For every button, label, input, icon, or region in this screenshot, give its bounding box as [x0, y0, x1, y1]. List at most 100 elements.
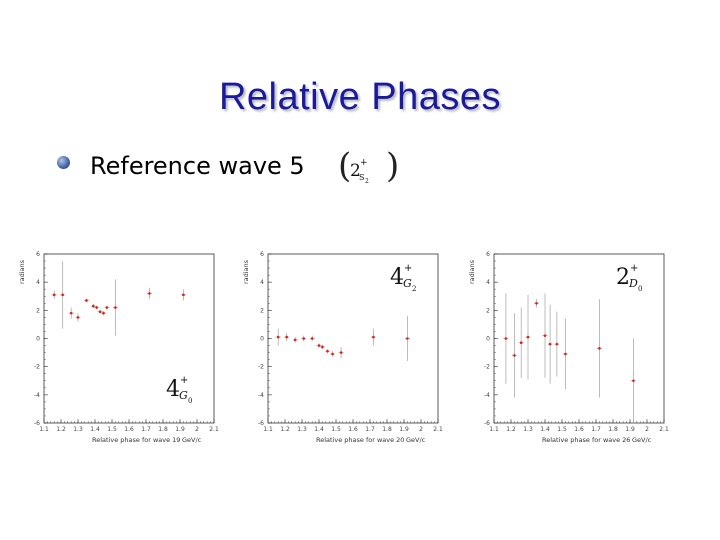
x-tick-label: 1.1: [489, 426, 499, 433]
data-point: [285, 335, 288, 339]
bullet-icon: [57, 156, 70, 169]
x-tick-label: 1.4: [90, 426, 100, 433]
ref-wave-sub: S: [359, 173, 364, 182]
left-paren-icon: (: [338, 146, 352, 186]
y-tick-label: 6: [36, 251, 40, 258]
x-tick-label: 1.6: [348, 426, 358, 433]
wave-label-sub: G: [179, 389, 188, 402]
data-point: [632, 379, 635, 383]
data-point: [98, 310, 102, 314]
y-tick-label: -6: [258, 420, 264, 427]
plot-frame: [267, 253, 439, 424]
y-tick-label: 4: [260, 279, 264, 286]
y-tick-label: -4: [34, 392, 40, 399]
y-tick-label: 4: [486, 279, 490, 286]
data-point: [69, 311, 73, 315]
data-point: [406, 337, 409, 340]
x-tick-label: 1.8: [382, 426, 392, 433]
x-tick-label: 1.6: [574, 426, 584, 433]
wave-label-sub: G: [403, 277, 412, 290]
data-point: [105, 306, 109, 309]
x-tick-label: 2: [419, 426, 423, 433]
data-point: [302, 337, 305, 340]
y-tick-label: 0: [36, 336, 40, 343]
x-tick-label: 1.9: [399, 426, 409, 433]
y-axis-label: radians: [468, 259, 476, 284]
data-point: [598, 347, 601, 350]
x-tick-label: 1.2: [280, 426, 290, 433]
x-tick-label: 1.8: [608, 426, 618, 433]
chart-panel-wave-19: -6 -4 -2 0 2 4 6 1.1 1.2 1.3 1.4 1.5 1.6 1.7 1.8 1.9 2 2.…: [18, 251, 219, 444]
data-point: [95, 306, 98, 309]
x-tick-label: 1.3: [297, 426, 307, 433]
x-tick-label: 1.4: [314, 426, 324, 433]
x-tick-label: 1.2: [506, 426, 516, 433]
x-tick-label: 2: [645, 426, 649, 433]
data-point: [564, 352, 567, 356]
wave-label-sup: +: [180, 375, 188, 386]
x-tick-label: 2: [195, 426, 199, 433]
x-tick-label: 1.5: [331, 426, 341, 433]
reference-wave-formula: ( 2 + S 2 ): [336, 146, 406, 190]
x-tick-label: 1.2: [56, 426, 66, 433]
data-point: [548, 342, 552, 346]
x-tick-label: 2.1: [659, 426, 669, 433]
data-point: [317, 344, 321, 347]
y-tick-label: 0: [486, 336, 490, 343]
data-point: [310, 337, 314, 340]
y-tick-label: -2: [484, 364, 490, 371]
data-point: [102, 311, 105, 315]
y-tick-label: 2: [486, 307, 490, 314]
wave-label-sup: +: [404, 263, 412, 274]
data-point: [535, 301, 538, 305]
x-axis-unit: GeV/c: [406, 436, 426, 444]
x-tick-label: 1.8: [158, 426, 168, 433]
y-tick-label: -2: [34, 364, 40, 371]
plot-frame: [493, 253, 665, 424]
ref-wave-subsub: 2: [365, 178, 369, 185]
y-axis-label: radians: [242, 259, 250, 284]
data-point: [52, 293, 56, 297]
wave-label-subsub: 2: [412, 285, 416, 293]
x-tick-label: 1.7: [365, 426, 375, 433]
x-tick-label: 1.6: [124, 426, 134, 433]
ref-wave-L: 2: [350, 161, 361, 181]
y-tick-label: -6: [34, 420, 40, 427]
reference-wave-text: Reference wave 5: [90, 152, 305, 180]
x-axis-label: Relative phase for wave 26: [542, 436, 630, 444]
y-tick-label: 4: [36, 279, 40, 286]
data-point: [372, 335, 375, 339]
x-tick-label: 1.3: [73, 426, 83, 433]
data-point: [321, 345, 324, 349]
x-axis-unit: GeV/c: [182, 436, 202, 444]
y-tick-label: 2: [260, 307, 264, 314]
data-point: [148, 292, 151, 295]
slide-title: Relative Phases: [218, 76, 502, 118]
data-point: [61, 293, 64, 297]
y-tick-label: 6: [486, 251, 490, 258]
data-point: [513, 354, 516, 357]
data-point: [182, 293, 185, 297]
wave-label-subsub: 0: [188, 397, 192, 405]
x-tick-label: 1.4: [540, 426, 550, 433]
data-point: [76, 316, 80, 319]
data-point: [519, 341, 523, 345]
data-point: [543, 334, 547, 337]
x-axis-label: Relative phase for wave 20: [316, 436, 404, 444]
x-tick-label: 1.9: [175, 426, 185, 433]
x-tick-label: 1.3: [523, 426, 533, 433]
data-point: [276, 335, 280, 339]
x-axis-label: Relative phase for wave 19: [92, 436, 180, 444]
data-point: [326, 349, 329, 353]
data-point: [114, 306, 117, 309]
x-tick-label: 2.1: [433, 426, 443, 433]
wave-label-L: 4: [166, 377, 180, 402]
data-point: [526, 335, 530, 339]
x-axis-unit: GeV/c: [632, 436, 652, 444]
y-tick-label: -4: [258, 392, 264, 399]
data-point: [339, 351, 343, 354]
y-tick-label: -6: [484, 420, 490, 427]
wave-label-L: 4: [390, 265, 404, 290]
